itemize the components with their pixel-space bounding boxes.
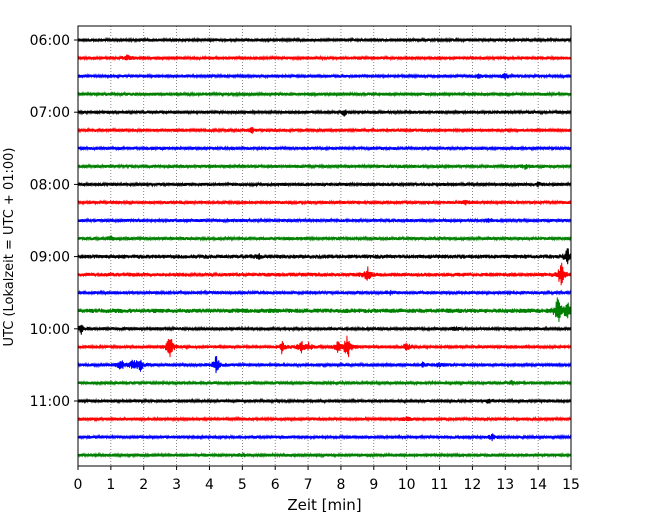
seismic-trace — [77, 335, 572, 358]
seismic-trace — [77, 433, 572, 442]
x-tick-label: 3 — [172, 477, 181, 493]
seismic-trace — [77, 415, 572, 423]
y-tick-label: 06:00 — [30, 33, 70, 49]
seismic-trace — [77, 54, 572, 62]
seismic-trace — [77, 90, 572, 98]
x-tick-label: 9 — [369, 477, 378, 493]
plot-frame — [77, 25, 572, 467]
x-tick-label: 15 — [562, 477, 580, 493]
x-tick-label: 1 — [106, 477, 115, 493]
seismic-trace — [77, 248, 572, 265]
trace-group — [77, 36, 572, 459]
vertical-grid — [110, 26, 539, 466]
seismic-trace — [77, 108, 572, 117]
x-tick-label: 11 — [431, 477, 449, 493]
seismic-trace — [77, 126, 572, 134]
x-tick-label: 8 — [336, 477, 345, 493]
y-tick-label: 10:00 — [30, 322, 70, 338]
x-tick-label: 14 — [529, 477, 547, 493]
y-tick-label: 08:00 — [30, 177, 70, 193]
seismic-trace — [77, 72, 572, 80]
x-tick-label: 6 — [271, 477, 280, 493]
x-axis-label: Zeit [min] — [287, 496, 361, 514]
x-tick-label: 7 — [304, 477, 313, 493]
y-axis: 06:00 07:00 08:00 09:00 10:00 11:00 — [30, 33, 78, 410]
x-tick-label: 12 — [463, 477, 481, 493]
y-tick-label: 09:00 — [30, 250, 70, 266]
x-tick-label: 0 — [74, 477, 83, 493]
seismic-trace — [77, 262, 572, 286]
seismic-trace — [77, 451, 572, 459]
seismic-trace — [77, 297, 572, 323]
y-tick-label: 11:00 — [30, 394, 70, 410]
x-tick-label: 5 — [238, 477, 247, 493]
seismic-trace — [77, 36, 572, 44]
y-tick-label: 07:00 — [30, 105, 70, 121]
seismic-trace — [77, 199, 572, 206]
seismic-trace — [77, 379, 572, 387]
seismic-trace — [77, 397, 572, 405]
x-axis: 0 1 2 3 4 5 6 7 8 9 10 11 12 13 14 15 — [74, 466, 580, 493]
seismic-trace — [77, 217, 572, 224]
seismic-trace — [77, 163, 572, 170]
x-tick-label: 4 — [205, 477, 214, 493]
seismic-trace — [77, 356, 572, 374]
x-tick-label: 2 — [139, 477, 148, 493]
seismic-trace — [77, 289, 572, 297]
seismic-trace — [77, 324, 572, 335]
x-tick-label: 13 — [496, 477, 514, 493]
seismic-trace — [77, 181, 572, 188]
seismic-trace — [77, 235, 572, 242]
x-tick-label: 10 — [398, 477, 416, 493]
y-axis-label: UTC (Lokalzeit = UTC + 01:00) — [2, 148, 17, 347]
seismic-trace — [77, 145, 572, 152]
